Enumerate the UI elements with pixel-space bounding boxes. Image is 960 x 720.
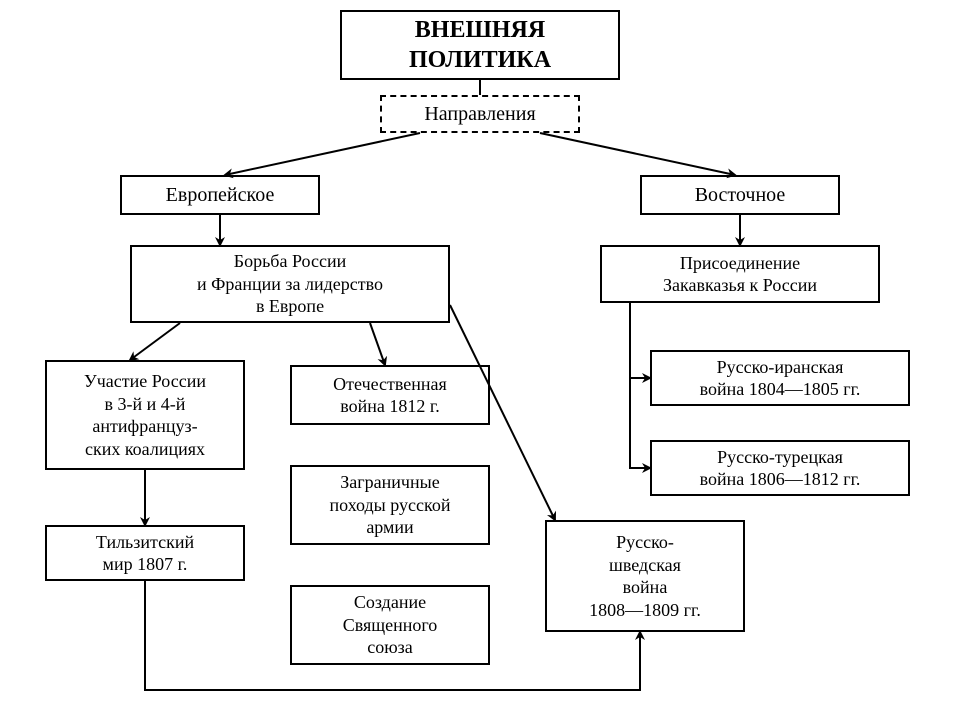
node-war1812: Отечественная война 1812 г. xyxy=(290,365,490,425)
edge-zakavkaz-to-iran xyxy=(630,303,650,378)
edge-struggle-to-war1812 xyxy=(370,323,385,365)
node-iran: Русско-иранская война 1804—1805 гг. xyxy=(650,350,910,406)
node-holyunion: Создание Священного союза xyxy=(290,585,490,665)
node-title: ВНЕШНЯЯ ПОЛИТИКА xyxy=(340,10,620,80)
node-zakavkaz: Присоединение Закавказья к России xyxy=(600,245,880,303)
edge-directions-to-east xyxy=(540,133,735,175)
node-coalitions: Участие России в 3-й и 4-й антифранцуз- … xyxy=(45,360,245,470)
node-euro: Европейское xyxy=(120,175,320,215)
node-struggle: Борьба России и Франции за лидерство в Е… xyxy=(130,245,450,323)
node-campaigns: Заграничные походы русской армии xyxy=(290,465,490,545)
node-tilsit: Тильзитский мир 1807 г. xyxy=(45,525,245,581)
edge-zakavkaz-to-turkey xyxy=(630,303,650,468)
edge-directions-to-euro xyxy=(225,133,420,175)
edge-struggle-to-coalitions xyxy=(130,323,180,360)
node-east: Восточное xyxy=(640,175,840,215)
node-sweden: Русско- шведская война 1808—1809 гг. xyxy=(545,520,745,632)
node-turkey: Русско-турецкая война 1806—1812 гг. xyxy=(650,440,910,496)
node-directions: Направления xyxy=(380,95,580,133)
